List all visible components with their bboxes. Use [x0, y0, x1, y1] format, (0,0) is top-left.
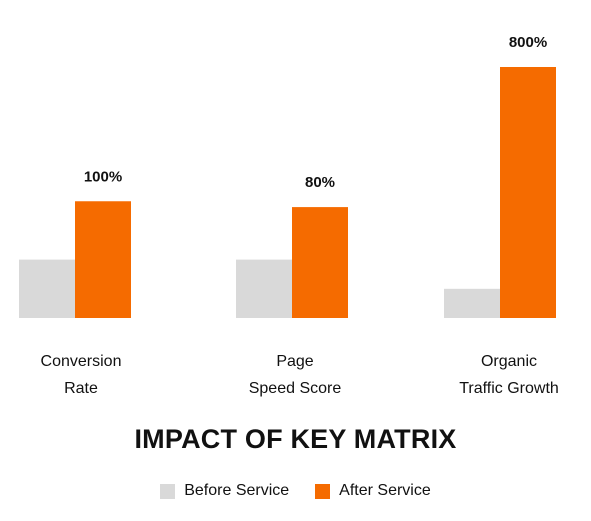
- bar-after-service-organic-traffic-growth: [500, 67, 556, 318]
- category-labels-group: Conversion Rate Page Speed Score Organic Traf…: [41, 353, 559, 397]
- category-label-page-speed-score-line-2: Speed Score: [249, 380, 342, 397]
- legend-label-before-service: Before Service: [184, 482, 290, 499]
- chart-title: IMPACT OF KEY MATRIX: [134, 424, 457, 454]
- category-label-conversion-rate-line-2: Rate: [64, 380, 98, 397]
- category-label-conversion-rate-line-1: Conversion: [41, 353, 122, 370]
- bars-group: [19, 67, 556, 318]
- legend-swatch-after-service: [315, 483, 331, 499]
- bar-after-service-conversion-rate: [75, 201, 131, 318]
- legend-item-before-service: Before Service: [160, 482, 289, 500]
- legend: Before Service After Service: [0, 482, 591, 500]
- legend-swatch-before-service: [160, 483, 176, 499]
- legend-item-after-service: After Service: [315, 482, 431, 500]
- data-label-organic-traffic-growth: 800%: [509, 34, 547, 51]
- category-label-organic-traffic-growth-line-1: Organic: [481, 353, 537, 370]
- data-label-conversion-rate: 100%: [84, 168, 122, 185]
- category-label-page-speed-score-line-1: Page: [276, 353, 313, 370]
- bar-before-service-organic-traffic-growth: [444, 288, 500, 318]
- data-label-page-speed-score: 80%: [305, 174, 335, 191]
- bar-before-service-conversion-rate: [19, 259, 75, 318]
- bar-before-service-page-speed-score: [236, 259, 292, 318]
- data-labels-group: 100% 80% 800%: [84, 34, 547, 191]
- category-label-organic-traffic-growth-line-2: Traffic Growth: [459, 380, 559, 397]
- bar-after-service-page-speed-score: [292, 207, 348, 318]
- legend-label-after-service: After Service: [339, 482, 431, 499]
